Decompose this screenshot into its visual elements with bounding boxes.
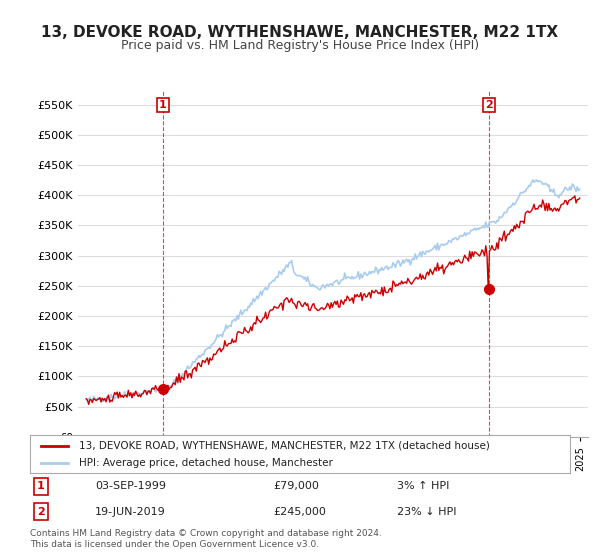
Text: 2: 2 — [37, 507, 44, 517]
Text: 13, DEVOKE ROAD, WYTHENSHAWE, MANCHESTER, M22 1TX: 13, DEVOKE ROAD, WYTHENSHAWE, MANCHESTER… — [41, 25, 559, 40]
Text: HPI: Average price, detached house, Manchester: HPI: Average price, detached house, Manc… — [79, 458, 332, 468]
Text: 23% ↓ HPI: 23% ↓ HPI — [397, 507, 457, 517]
Text: 19-JUN-2019: 19-JUN-2019 — [95, 507, 166, 517]
Text: 03-SEP-1999: 03-SEP-1999 — [95, 482, 166, 492]
Text: Price paid vs. HM Land Registry's House Price Index (HPI): Price paid vs. HM Land Registry's House … — [121, 39, 479, 52]
Text: 1: 1 — [159, 100, 167, 110]
Text: 1: 1 — [37, 482, 44, 492]
Text: Contains HM Land Registry data © Crown copyright and database right 2024.
This d: Contains HM Land Registry data © Crown c… — [30, 529, 382, 549]
Text: 2: 2 — [485, 100, 493, 110]
Text: 13, DEVOKE ROAD, WYTHENSHAWE, MANCHESTER, M22 1TX (detached house): 13, DEVOKE ROAD, WYTHENSHAWE, MANCHESTER… — [79, 441, 490, 451]
Text: £79,000: £79,000 — [273, 482, 319, 492]
Text: 3% ↑ HPI: 3% ↑ HPI — [397, 482, 449, 492]
Text: £245,000: £245,000 — [273, 507, 326, 517]
